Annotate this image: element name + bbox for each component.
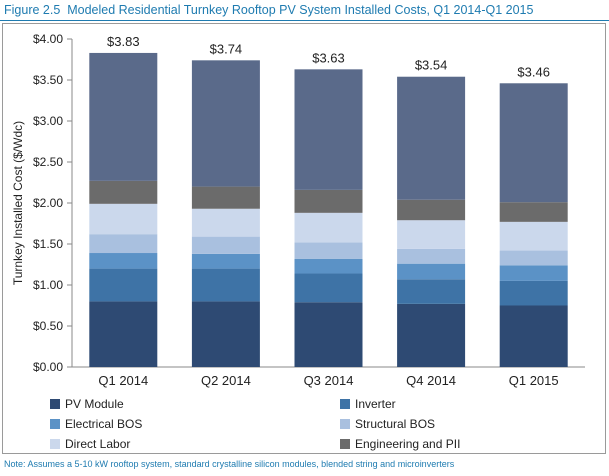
bar-segment [499,83,568,203]
figure-note: Note: Assumes a 5-10 kW rooftop system, … [4,459,455,469]
y-tick-label: $0.00 [33,360,63,374]
bar-segment [89,203,158,235]
x-tick-label: Q1 2015 [509,373,559,388]
legend-label: PV Module [65,397,124,411]
bar-segment [89,52,158,181]
legend-swatch [50,419,60,429]
bar-segment [397,199,466,221]
bar-segment [397,76,466,200]
bar-total-label: $3.83 [107,34,140,49]
bar-segment [89,253,158,269]
bar-total-label: $3.46 [517,64,550,79]
legend-label: Structural BOS [355,417,436,431]
legend-swatch [340,399,350,409]
bar-segment [89,301,158,367]
y-tick-label: $1.00 [33,278,63,292]
bar-total-label: $3.54 [415,58,448,73]
bar-segment [294,189,363,213]
bar-segment [294,302,363,367]
x-tick-label: Q4 2014 [406,373,456,388]
y-tick-label: $2.50 [33,155,63,169]
figure-title: Figure 2.5 Modeled Residential Turnkey R… [4,3,533,17]
bar-segment [191,208,260,237]
legend-item: Electrical BOS [50,417,142,431]
y-tick-label: $3.50 [33,73,63,87]
chart-frame [2,23,606,454]
legend-swatch [50,439,60,449]
bar-segment [191,301,260,367]
bar-segment [397,248,466,264]
y-tick-label: $0.50 [33,319,63,333]
bar-segment [89,268,158,302]
legend-label: Electrical BOS [65,417,143,431]
bar-segment [294,242,363,259]
x-tick-label: Q1 2014 [98,373,148,388]
bar-segment [191,236,260,254]
legend-label: Direct Labor [65,437,131,451]
bar-segment [499,280,568,306]
legend-swatch [340,439,350,449]
figure-title-text: Modeled Residential Turnkey Rooftop PV S… [67,3,534,17]
figure-label: Figure 2.5 [4,3,61,17]
bar-segment [397,220,466,249]
y-axis-label: Turnkey Installed Cost ($/Wdc) [11,121,25,285]
legend-item: PV Module [50,397,124,411]
title-rule [0,20,609,21]
bar-segment [191,60,260,187]
bar-total-label: $3.74 [210,41,243,56]
bar-segment [89,180,158,204]
legend-item: Engineering and PII [340,437,460,451]
bar-segment [89,234,158,254]
y-tick-label: $1.50 [33,237,63,251]
bar-segment [499,221,568,251]
legend-item: Structural BOS [340,417,435,431]
bar-segment [499,305,568,367]
legend-label: Engineering and PII [355,437,461,451]
bar-segment [499,202,568,222]
legend-swatch [50,399,60,409]
y-tick-label: $3.00 [33,114,63,128]
bar-segment [191,186,260,209]
legend-item: Direct Labor [50,437,130,451]
legend-item: Inverter [340,397,396,411]
bar-segment [499,265,568,281]
bar-segment [294,258,363,274]
bar-segment [397,303,466,367]
bar-segment [294,273,363,303]
x-tick-label: Q3 2014 [304,373,354,388]
bar-segment [294,69,363,190]
bar-segment [397,263,466,280]
y-tick-label: $4.00 [33,32,63,46]
bar-segment [191,253,260,269]
legend-swatch [340,419,350,429]
bar-segment [294,212,363,243]
y-tick-label: $2.00 [33,196,63,210]
x-tick-label: Q2 2014 [201,373,251,388]
legend-label: Inverter [355,397,396,411]
bar-segment [191,268,260,302]
bar-segment [397,279,466,304]
bar-total-label: $3.63 [312,50,345,65]
bar-segment [499,250,568,266]
